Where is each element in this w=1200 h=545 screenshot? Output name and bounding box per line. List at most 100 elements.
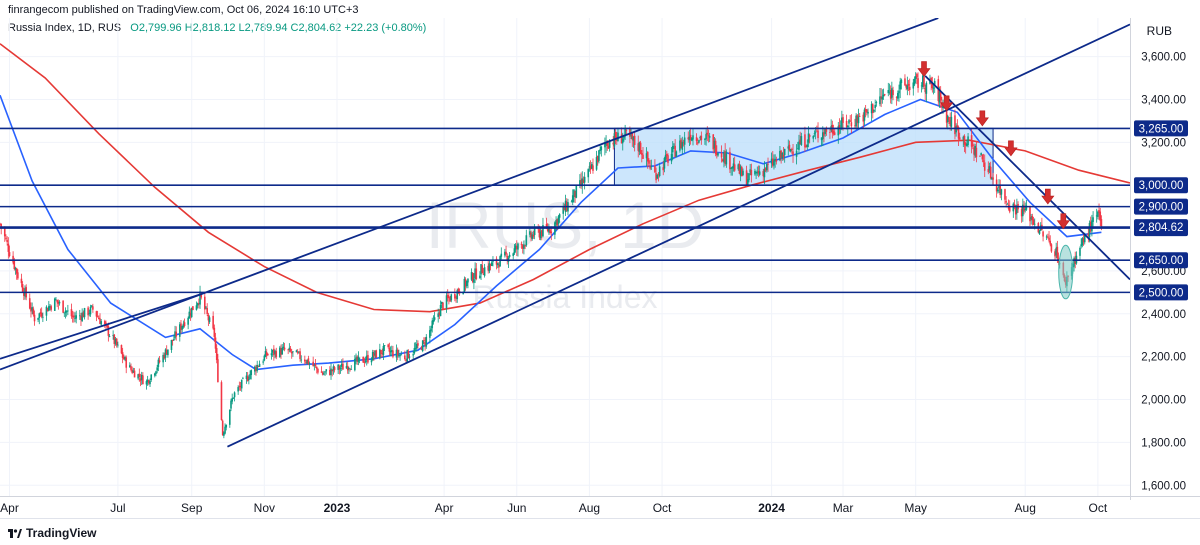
candle-body xyxy=(425,336,428,347)
candle-body xyxy=(841,117,843,129)
candle-body xyxy=(12,255,14,263)
candle-body xyxy=(562,206,565,214)
candle-body xyxy=(763,168,766,178)
candle-body xyxy=(188,311,191,319)
price-tick-label: 1,600.00 xyxy=(1141,480,1186,492)
candle-body xyxy=(73,315,75,318)
time-tick-label: Oct xyxy=(653,501,672,515)
candle-body xyxy=(20,278,23,284)
candle-body xyxy=(363,361,366,364)
candle-body xyxy=(658,166,661,177)
candle-body xyxy=(939,90,942,101)
candle-body xyxy=(1095,215,1098,217)
candle-body xyxy=(496,263,499,266)
candle-body xyxy=(156,367,158,371)
sell-arrow-marker xyxy=(975,110,989,127)
candle-body xyxy=(8,252,11,257)
candle-body xyxy=(420,346,423,350)
candle-body xyxy=(639,142,642,154)
price-tick-label: 1,800.00 xyxy=(1141,437,1186,449)
candle-body xyxy=(533,227,536,235)
candle-body xyxy=(155,371,157,374)
candle-body xyxy=(430,328,432,332)
candle-body xyxy=(808,135,811,137)
candle-body xyxy=(207,314,210,321)
candle-body xyxy=(745,170,748,186)
candle-body xyxy=(120,344,123,354)
candle-body xyxy=(717,153,719,156)
candle-body xyxy=(112,335,114,336)
candle-body xyxy=(325,369,328,372)
candle-body xyxy=(631,132,634,140)
candle-body xyxy=(132,370,135,373)
candle-body xyxy=(329,369,331,376)
candle-body xyxy=(916,74,918,78)
symbol-info: Russia Index, 1D, RUS xyxy=(8,22,122,34)
candle-body xyxy=(114,338,117,344)
candle-body xyxy=(170,339,173,350)
candle-body xyxy=(691,138,693,141)
currency-label[interactable]: RUB xyxy=(1146,24,1172,38)
candle-body xyxy=(267,354,269,355)
candle-body xyxy=(113,334,116,345)
ma-slow-line xyxy=(0,43,1130,313)
candle-body xyxy=(862,114,865,122)
candle-body xyxy=(923,77,925,87)
candle-body xyxy=(492,260,494,262)
candle-body xyxy=(375,350,378,358)
candle-body xyxy=(1054,251,1056,257)
candle-body xyxy=(842,117,844,123)
candle-body xyxy=(306,359,309,364)
time-tick-label: Jul xyxy=(110,501,125,515)
candle-body xyxy=(204,296,206,310)
candle-body xyxy=(446,295,449,299)
level-axis-label-bg xyxy=(1134,252,1188,269)
candle-body xyxy=(474,268,476,279)
candle-body xyxy=(1081,238,1084,246)
candle-body xyxy=(299,351,301,359)
candle-body xyxy=(880,96,882,99)
candle-body xyxy=(1029,206,1031,222)
candle-body xyxy=(163,354,166,359)
candle-body xyxy=(892,90,894,96)
candle-body xyxy=(905,84,907,88)
candle-body xyxy=(14,267,17,270)
candle-body xyxy=(323,373,325,375)
candle-body xyxy=(812,135,815,139)
candle-body xyxy=(437,313,439,317)
candle-body xyxy=(358,357,361,359)
trend-line xyxy=(924,75,1130,281)
candle-body xyxy=(656,174,659,179)
footer-brand[interactable]: TradingView xyxy=(8,526,96,540)
candle-body xyxy=(123,356,125,360)
candle-body xyxy=(314,364,317,366)
candle-body xyxy=(908,86,911,91)
candle-body xyxy=(748,173,750,181)
candle-body xyxy=(370,360,373,363)
candle-body xyxy=(932,87,935,89)
candle-body xyxy=(42,316,44,318)
candle-body xyxy=(121,352,124,358)
candle-body xyxy=(662,167,665,171)
candle-body xyxy=(754,170,756,175)
candle-body xyxy=(592,165,594,171)
candle-body xyxy=(1100,219,1103,227)
candle-body xyxy=(924,87,926,93)
candle-body xyxy=(692,135,694,140)
candle-body xyxy=(75,315,78,319)
candle-body xyxy=(356,356,359,362)
candle-body xyxy=(58,301,61,304)
horizontal-levels xyxy=(0,127,1130,294)
candle-body xyxy=(967,136,969,145)
candle-body xyxy=(3,228,6,237)
candle-body xyxy=(633,135,636,146)
candle-body xyxy=(655,173,657,181)
price-tick-label: 2,600.00 xyxy=(1141,266,1186,278)
candle-body xyxy=(404,355,406,360)
candle-body xyxy=(499,256,501,267)
axes: 1,600.00 1,800.00 2,000.00 2,200.00 2,400.00… xyxy=(0,18,1200,519)
candle-body xyxy=(846,125,849,127)
candle-body xyxy=(512,253,515,256)
candles xyxy=(0,67,1103,439)
